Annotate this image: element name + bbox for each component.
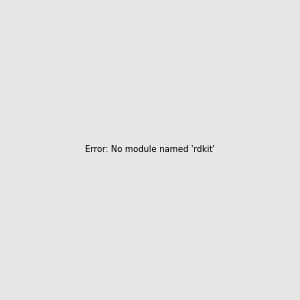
Text: Error: No module named 'rdkit': Error: No module named 'rdkit' bbox=[85, 146, 215, 154]
